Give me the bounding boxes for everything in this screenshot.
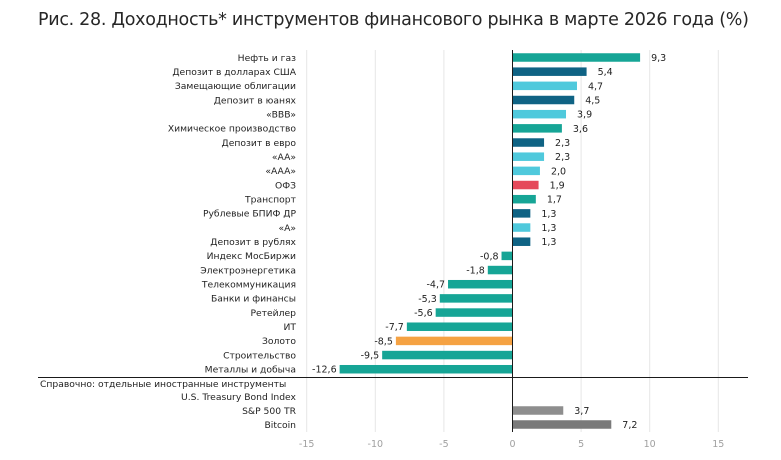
reference-header: Справочно: отдельные иностранные инструм… xyxy=(40,379,286,390)
x-tick-label: 15 xyxy=(712,439,724,450)
category-label: «AA» xyxy=(272,152,296,163)
x-tick-label: -10 xyxy=(368,439,384,450)
reference-label: Bitcoin xyxy=(264,420,296,431)
value-label: -7,7 xyxy=(385,322,404,333)
reference-bar xyxy=(512,420,612,429)
value-label: 1,3 xyxy=(541,237,556,248)
category-label: Золото xyxy=(262,336,296,347)
value-label: 2,0 xyxy=(551,166,566,177)
bar xyxy=(512,152,545,161)
value-label: -8,5 xyxy=(374,336,393,347)
category-label: «AAA» xyxy=(265,166,296,177)
value-label: 4,7 xyxy=(588,81,603,92)
x-tick-label: 0 xyxy=(509,439,515,450)
value-label: 3,6 xyxy=(573,124,588,135)
bar xyxy=(512,180,539,190)
category-label: Рублевые БПИФ ДР xyxy=(203,209,297,220)
value-label: -0,8 xyxy=(480,251,499,262)
bar xyxy=(395,336,513,346)
bar xyxy=(512,109,567,119)
chart-title: Рис. 28. Доходность* инструментов финанс… xyxy=(38,10,749,30)
value-label: 2,3 xyxy=(555,138,570,149)
x-tick-label: -5 xyxy=(439,439,448,450)
bar xyxy=(512,67,587,76)
category-label: Банки и финансы xyxy=(211,294,296,305)
axis: -15 -10 -5 0 5 10 15 xyxy=(38,50,748,450)
category-label: Депозит в рублях xyxy=(210,237,296,248)
x-tick-label: 10 xyxy=(644,439,656,450)
bar xyxy=(339,364,513,374)
value-label: 1,3 xyxy=(541,209,556,220)
value-label: -1,8 xyxy=(466,266,485,277)
bar xyxy=(382,350,513,360)
category-label: Нефть и газ xyxy=(238,53,296,64)
value-label: -5,6 xyxy=(414,308,433,319)
category-label: ОФЗ xyxy=(275,180,296,191)
value-label: 1,9 xyxy=(550,181,565,192)
value-label: -5,3 xyxy=(418,294,437,305)
category-label: ИТ xyxy=(284,322,297,333)
value-label: 2,3 xyxy=(555,152,570,163)
value-label: -9,5 xyxy=(361,351,380,362)
bar xyxy=(512,209,531,218)
value-labels: 9,35,44,74,53,93,62,32,32,01,91,71,31,31… xyxy=(312,53,666,431)
category-label: Замещающие облигации xyxy=(175,81,296,92)
reference-label: U.S. Treasury Bond Index xyxy=(181,392,297,403)
category-label: Индекс МосБиржи xyxy=(207,251,296,262)
category-label: Депозит в юанях xyxy=(214,95,297,106)
bar xyxy=(487,265,513,275)
bar xyxy=(439,294,513,303)
bar xyxy=(512,194,536,204)
bar xyxy=(512,95,575,105)
value-label: -4,7 xyxy=(426,280,445,291)
bar xyxy=(435,308,513,317)
bar xyxy=(512,138,545,147)
value-label: 4,5 xyxy=(585,96,600,107)
reference-value-label: 3,7 xyxy=(574,406,589,417)
category-label: Ретейлер xyxy=(250,308,296,319)
category-label: Строительство xyxy=(223,350,296,361)
category-label: Химическое производство xyxy=(168,124,297,135)
category-label: «A» xyxy=(278,223,296,234)
bar xyxy=(406,322,513,331)
category-label: Транспорт xyxy=(244,195,297,206)
value-label: 1,7 xyxy=(547,195,562,206)
bar xyxy=(512,81,577,91)
reference-bar xyxy=(512,406,564,415)
category-label: Депозит в долларах США xyxy=(172,67,296,78)
bar xyxy=(512,223,531,232)
x-tick-label: -15 xyxy=(299,439,315,450)
bar xyxy=(512,53,641,62)
bar xyxy=(512,124,562,133)
value-label: 1,3 xyxy=(541,223,556,234)
x-tick-label: 5 xyxy=(578,439,584,450)
category-label: Телекоммуникация xyxy=(201,280,296,291)
category-label: Металлы и добыча xyxy=(205,365,296,376)
value-label: 9,3 xyxy=(651,53,666,64)
value-label: -12,6 xyxy=(312,365,337,376)
reference-value-label: 7,2 xyxy=(622,420,637,431)
bar xyxy=(512,237,531,246)
value-label: 5,4 xyxy=(598,67,613,78)
bar xyxy=(501,251,513,261)
category-label: Депозит в евро xyxy=(222,138,297,149)
reference-label: S&P 500 TR xyxy=(242,406,297,417)
category-labels: Нефть и газ Депозит в долларах США Замещаю… xyxy=(40,53,297,431)
bar xyxy=(512,166,540,176)
category-label: Электроэнергетика xyxy=(200,265,296,276)
category-label: «BBB» xyxy=(266,109,296,120)
bars xyxy=(339,53,641,429)
bar xyxy=(448,279,513,289)
value-label: 3,9 xyxy=(577,110,592,121)
